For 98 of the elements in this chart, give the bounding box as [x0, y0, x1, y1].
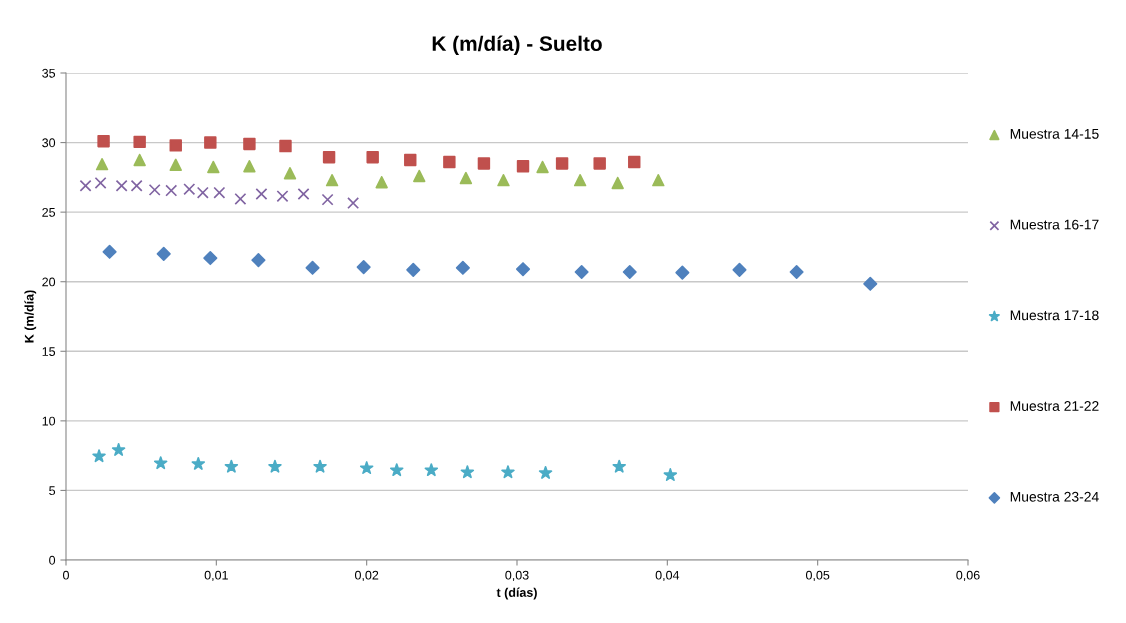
point	[459, 171, 473, 185]
point	[573, 173, 587, 187]
point	[251, 253, 266, 268]
point	[612, 459, 626, 473]
point	[321, 193, 334, 206]
point	[789, 264, 804, 280]
point	[413, 169, 426, 183]
point	[203, 251, 218, 266]
point	[325, 173, 339, 187]
x-tick-label: 0,03	[505, 570, 529, 582]
point	[243, 137, 256, 151]
point	[183, 183, 196, 196]
y-axis-title: K (m/día)	[24, 290, 37, 343]
point	[404, 153, 417, 167]
point	[863, 276, 878, 291]
point	[196, 186, 209, 199]
point	[165, 184, 178, 197]
point	[79, 179, 92, 192]
point	[133, 135, 146, 149]
point	[224, 459, 239, 473]
point	[424, 463, 439, 477]
point	[213, 186, 226, 199]
point	[455, 260, 470, 275]
point	[536, 160, 549, 174]
y-tick-label: 5	[49, 486, 56, 496]
point	[276, 190, 289, 203]
point	[460, 465, 475, 479]
point	[191, 456, 206, 470]
point	[169, 139, 182, 152]
y-tick-label: 25	[42, 207, 56, 217]
point	[169, 158, 182, 172]
x-axis-title: t (días)	[496, 587, 537, 600]
point	[347, 197, 360, 210]
point	[356, 260, 371, 275]
point	[366, 150, 379, 164]
legend-label: Muestra 14-15	[1010, 129, 1099, 139]
point	[501, 465, 515, 479]
point	[92, 449, 106, 463]
y-tick-label: 0	[49, 555, 56, 565]
point	[322, 150, 336, 164]
point	[102, 244, 117, 259]
point	[95, 157, 109, 171]
x-tick-label: 0,05	[805, 570, 830, 582]
point	[148, 183, 161, 196]
y-tick-label: 10	[42, 416, 56, 426]
point	[153, 456, 168, 470]
point	[497, 173, 510, 187]
point	[207, 160, 220, 174]
point	[156, 246, 171, 261]
point	[652, 173, 665, 187]
x-tick-label: 0,01	[204, 570, 228, 582]
point	[97, 134, 110, 148]
point	[297, 188, 310, 201]
point	[555, 157, 569, 170]
point	[538, 465, 553, 479]
point	[477, 157, 491, 170]
legend-label: Muestra 17-18	[1010, 310, 1099, 321]
x-tick-label: 0,06	[956, 570, 980, 582]
legend-label: Muestra 23-24	[1010, 491, 1099, 502]
point	[234, 192, 247, 205]
y-tick-label: 15	[42, 347, 56, 356]
point	[359, 461, 374, 475]
point	[375, 176, 388, 189]
legend-label: Muestra 21-22	[1010, 401, 1099, 411]
point	[389, 463, 404, 477]
point	[732, 262, 747, 277]
point	[516, 160, 530, 173]
y-tick-label: 30	[42, 138, 56, 148]
point	[94, 176, 107, 189]
point	[243, 160, 256, 173]
point	[406, 262, 421, 277]
point	[313, 459, 327, 473]
point	[130, 179, 143, 192]
point	[622, 264, 637, 280]
point	[133, 153, 146, 167]
point	[443, 155, 456, 169]
point	[611, 176, 624, 190]
point	[115, 179, 128, 192]
point	[111, 443, 126, 456]
legend-label: Muestra 16-17	[1010, 219, 1099, 230]
x-tick-label: 0	[63, 570, 69, 580]
point	[515, 262, 531, 277]
chart-title: K (m/día) - Suelto	[432, 35, 602, 56]
point	[628, 155, 641, 169]
point	[574, 264, 589, 280]
point	[204, 136, 217, 149]
point	[305, 260, 320, 275]
point	[279, 139, 292, 153]
y-tick-label: 35	[42, 68, 56, 78]
point	[255, 188, 268, 201]
point	[593, 157, 606, 170]
point	[675, 265, 690, 280]
point	[268, 459, 282, 473]
x-tick-label: 0,04	[655, 570, 680, 582]
x-tick-label: 0,02	[354, 570, 379, 582]
point	[283, 166, 297, 180]
y-tick-label: 20	[42, 277, 56, 287]
point	[663, 468, 678, 481]
